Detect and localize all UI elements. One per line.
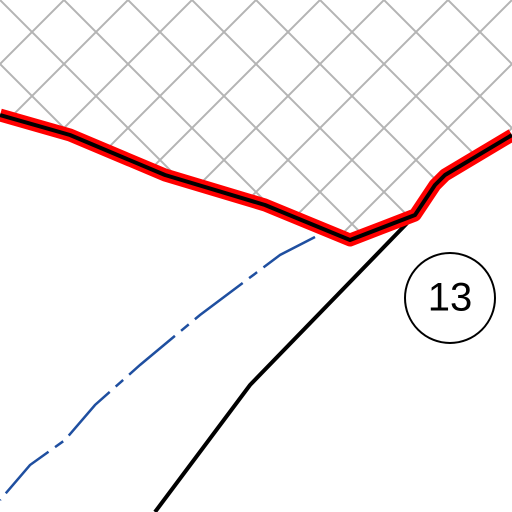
stream [0,235,316,501]
boundary-inner [0,113,512,242]
label-circle [404,252,496,344]
label: 13 [428,276,473,320]
road [153,213,417,512]
